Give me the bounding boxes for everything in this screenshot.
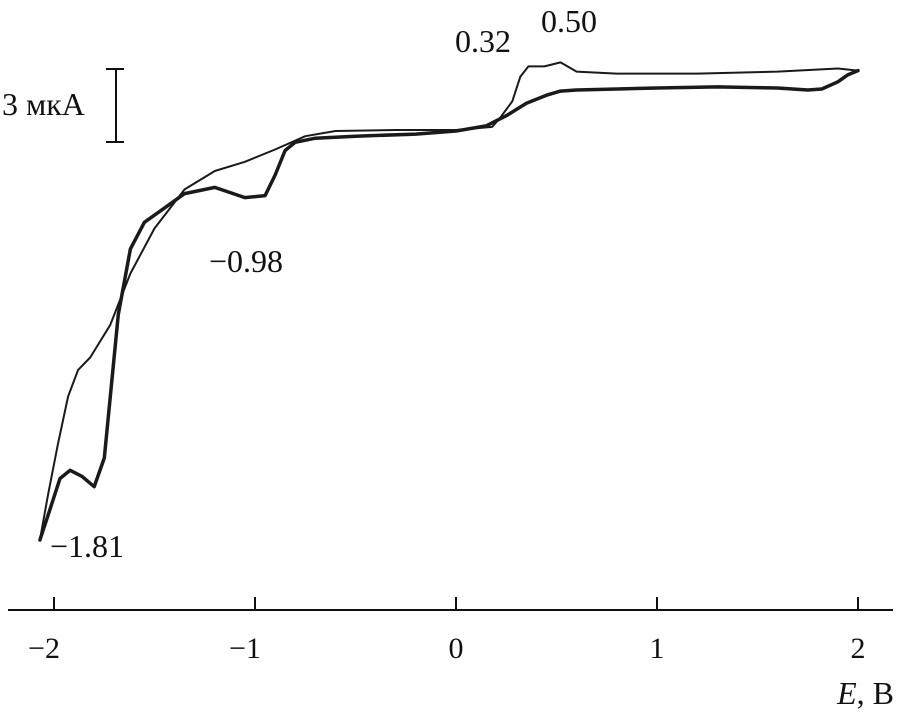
x-axis-title: E, В — [836, 675, 894, 711]
peak-label: 0.32 — [455, 23, 511, 59]
scale-bar-label: 3 мкА — [2, 86, 85, 122]
x-tick-label: 1 — [650, 632, 665, 665]
peak-annotations: 0.32 0.50 −0.98 −1.81 — [50, 3, 597, 564]
x-axis-ticks: −2 −1 0 1 2 — [28, 597, 866, 665]
peak-label: 0.50 — [541, 3, 597, 39]
voltammogram-branch-thick — [38, 68, 860, 542]
x-tick-label: 2 — [851, 632, 866, 665]
x-tick-label: −2 — [28, 632, 60, 665]
voltammogram-branch-thin — [38, 61, 859, 541]
x-tick-label: 0 — [449, 632, 464, 665]
peak-label: −0.98 — [209, 243, 283, 279]
x-axis-title-unit: , В — [857, 675, 894, 711]
peak-label: −1.81 — [50, 528, 124, 564]
current-scale-bar: 3 мкА — [2, 68, 124, 143]
curves — [38, 61, 860, 542]
x-axis-title-symbol: E — [836, 675, 857, 711]
x-tick-label: −1 — [229, 632, 261, 665]
